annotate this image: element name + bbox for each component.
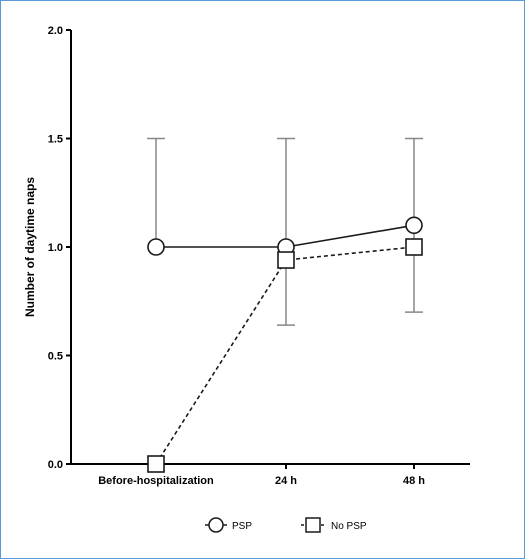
y-tick-label-2: 1.0 — [48, 242, 63, 254]
error-bars — [147, 137, 423, 326]
legend-no-psp-marker — [305, 517, 321, 533]
psp-point-0 — [147, 238, 165, 256]
legend-no-psp-label: No PSP — [331, 521, 367, 532]
series-line-no-psp — [155, 246, 415, 465]
x-tick-label-0: Before-hospitalization — [98, 475, 214, 487]
x-tick-label-2: 48 h — [403, 475, 425, 487]
y-axis-label: Number of daytime naps — [23, 177, 37, 317]
axes: 0.0 0.5 1.0 1.5 2.0 Before-hospitalization 24 … — [48, 25, 470, 487]
legend-psp-marker — [208, 517, 224, 533]
y-tick-label-1: 0.5 — [48, 351, 63, 363]
y-tick-label-0: 0.0 — [48, 459, 63, 471]
no-psp-point-1 — [277, 251, 295, 269]
psp-point-2 — [405, 216, 423, 235]
no-psp-point-2 — [405, 238, 423, 256]
legend: PSP No PSP — [205, 517, 367, 533]
y-tick-label-3: 1.5 — [48, 134, 63, 146]
x-tick-label-1: 24 h — [275, 475, 297, 487]
no-psp-point-0 — [147, 455, 165, 473]
series-markers — [147, 216, 423, 473]
legend-psp-label: PSP — [232, 521, 252, 532]
y-tick-label-4: 2.0 — [48, 25, 63, 37]
